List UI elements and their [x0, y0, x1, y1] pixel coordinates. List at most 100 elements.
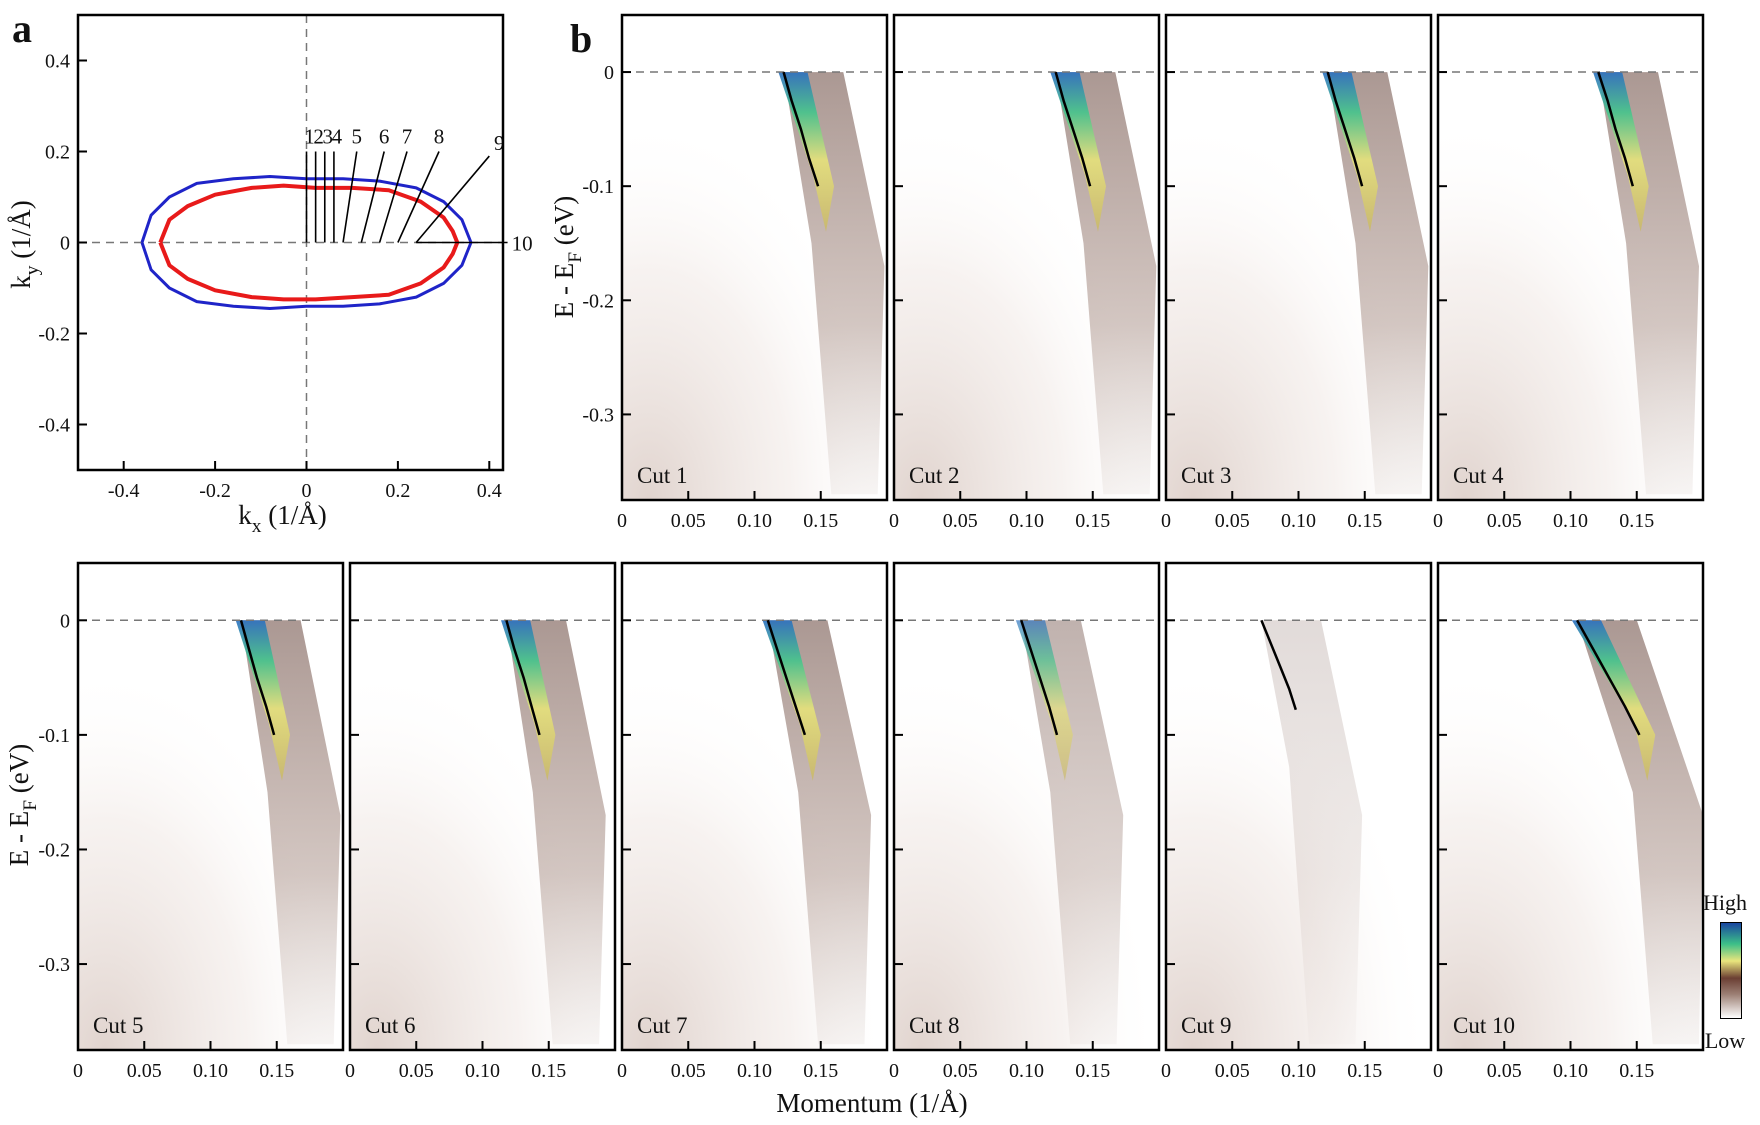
ky-axis-label: ky (1/Å)	[6, 200, 43, 288]
cut-label-9: 9	[494, 131, 505, 155]
y-tick-label: 0.4	[45, 51, 70, 73]
x-tick-label: 0	[617, 510, 627, 532]
band-intensity	[1322, 72, 1378, 232]
band-intensity	[235, 620, 290, 781]
x-tick-label: 0.10	[737, 1060, 772, 1082]
colorbar-high-label: High	[1703, 890, 1747, 915]
arpes-panel-8: 0 0.05 0.10 0.15 Cut 8	[889, 561, 1161, 1082]
cut-label-8: 8	[434, 125, 445, 149]
spectral-tail	[1261, 620, 1363, 1045]
x-tick-label: 0.15	[259, 1060, 294, 1082]
y-tick-label: -0.1	[38, 725, 70, 747]
band-intensity	[1050, 72, 1106, 232]
x-tick-label: 0.10	[1281, 510, 1316, 532]
cut-name-label: Cut 7	[637, 1013, 687, 1038]
cut-name-label: Cut 3	[1181, 463, 1231, 488]
cut-label-2: 2	[313, 125, 324, 149]
y-tick-label: 0	[60, 610, 70, 632]
arpes-panel-10: 0 0.05 0.10 0.15 Cut 10	[1433, 561, 1705, 1082]
x-tick-label: 0	[345, 1060, 355, 1082]
x-tick-label: 0.10	[1009, 510, 1044, 532]
dispersion-line	[1020, 619, 1059, 736]
band-intensity	[1593, 72, 1649, 232]
x-tick-label: 0	[1433, 510, 1443, 532]
energy-axis-label-top: E - EF (eV)	[549, 196, 586, 319]
arpes-panel-6: 0 0.05 0.10 0.15 Cut 6	[345, 561, 617, 1082]
arpes-panel-9: 0 0.05 0.10 0.15 Cut 9	[1161, 561, 1433, 1082]
cut-label-10: 10	[512, 232, 533, 256]
cut-name-label: Cut 6	[365, 1013, 415, 1038]
x-tick-label: 0	[1161, 510, 1171, 532]
x-tick-label: 0.15	[1619, 510, 1654, 532]
x-tick-label: 0.15	[1347, 1060, 1382, 1082]
arpes-panel-7: 0 0.05 0.10 0.15 Cut 7	[617, 561, 889, 1082]
spectral-tail	[1327, 72, 1429, 495]
y-tick-label: -0.1	[582, 176, 614, 198]
arpes-panel-2: 0 0.05 0.10 0.15 Cut 2	[889, 13, 1161, 532]
x-tick-label: 0.05	[399, 1060, 434, 1082]
x-tick-label: 0.05	[671, 1060, 706, 1082]
cut-label-4: 4	[332, 125, 343, 149]
dispersion-line	[766, 619, 807, 736]
spectral-tail	[1577, 620, 1703, 1045]
dispersion-line	[1576, 619, 1641, 736]
cut-name-label: Cut 4	[1453, 463, 1504, 488]
x-tick-label: 0	[1161, 1060, 1171, 1082]
x-tick-label: 0	[889, 510, 899, 532]
cut-label-6: 6	[379, 125, 390, 149]
band-intensity	[1015, 620, 1073, 781]
cut-name-label: Cut 5	[93, 1013, 143, 1038]
spectral-tail	[767, 620, 872, 1045]
x-tick-label: 0.05	[1487, 1060, 1522, 1082]
dispersion-line	[1597, 71, 1635, 187]
colorbar-low-label: Low	[1705, 1028, 1745, 1053]
x-tick-label: 0.05	[1215, 510, 1250, 532]
x-tick-label: 0.15	[1075, 1060, 1110, 1082]
cut-label-1: 1	[304, 125, 315, 149]
x-tick-label: 0.15	[803, 510, 838, 532]
x-tick-label: 0.10	[193, 1060, 228, 1082]
y-tick-label: -0.3	[582, 404, 614, 426]
x-tick-label: 0.05	[671, 510, 706, 532]
cut-name-label: Cut 2	[909, 463, 959, 488]
x-tick-label: 0.05	[1487, 510, 1522, 532]
x-tick-label: 0	[301, 480, 311, 502]
y-tick-label: -0.2	[582, 290, 614, 312]
x-tick-label: 0.15	[1619, 1060, 1654, 1082]
spectral-tail	[1598, 72, 1699, 495]
spectral-tail	[1055, 72, 1157, 495]
cut-line-8	[397, 151, 440, 243]
x-tick-label: 0.10	[737, 510, 772, 532]
kx-axis-label: kx (1/Å)	[238, 500, 326, 537]
cut-name-label: Cut 1	[637, 463, 687, 488]
band-intensity	[762, 620, 821, 781]
arpes-panel-5: 0 -0.1 -0.2 -0.3 0 0.05 0.10 0.15 Cut 5	[38, 561, 345, 1082]
y-tick-label: 0	[604, 62, 614, 84]
x-tick-label: 0.05	[943, 510, 978, 532]
x-tick-label: 0.05	[127, 1060, 162, 1082]
x-tick-label: 0.15	[1347, 510, 1382, 532]
colorbar	[1720, 922, 1742, 1019]
panel-label-a: a	[12, 6, 32, 51]
energy-axis-label-bottom: E - EF (eV)	[4, 744, 41, 867]
dispersion-line	[1326, 71, 1364, 187]
spectral-tail	[783, 72, 885, 495]
cut-name-label: Cut 8	[909, 1013, 959, 1038]
y-tick-label: -0.2	[38, 839, 70, 861]
band-intensity	[1571, 620, 1656, 781]
y-tick-label: -0.4	[38, 415, 70, 437]
y-tick-label: -0.3	[38, 954, 70, 976]
x-tick-label: 0	[73, 1060, 83, 1082]
x-tick-label: 0.15	[1075, 510, 1110, 532]
y-tick-label: -0.2	[38, 324, 70, 346]
x-tick-label: 0	[889, 1060, 899, 1082]
arpes-panel-3: 0 0.05 0.10 0.15 Cut 3	[1161, 13, 1433, 532]
arpes-panel-4: 0 0.05 0.10 0.15 Cut 4	[1433, 13, 1705, 532]
cut-line-5	[342, 151, 358, 243]
cut-name-label: Cut 10	[1453, 1013, 1515, 1038]
dispersion-line	[239, 619, 276, 736]
dispersion-line	[1054, 71, 1092, 187]
spectral-tail	[1021, 620, 1124, 1045]
